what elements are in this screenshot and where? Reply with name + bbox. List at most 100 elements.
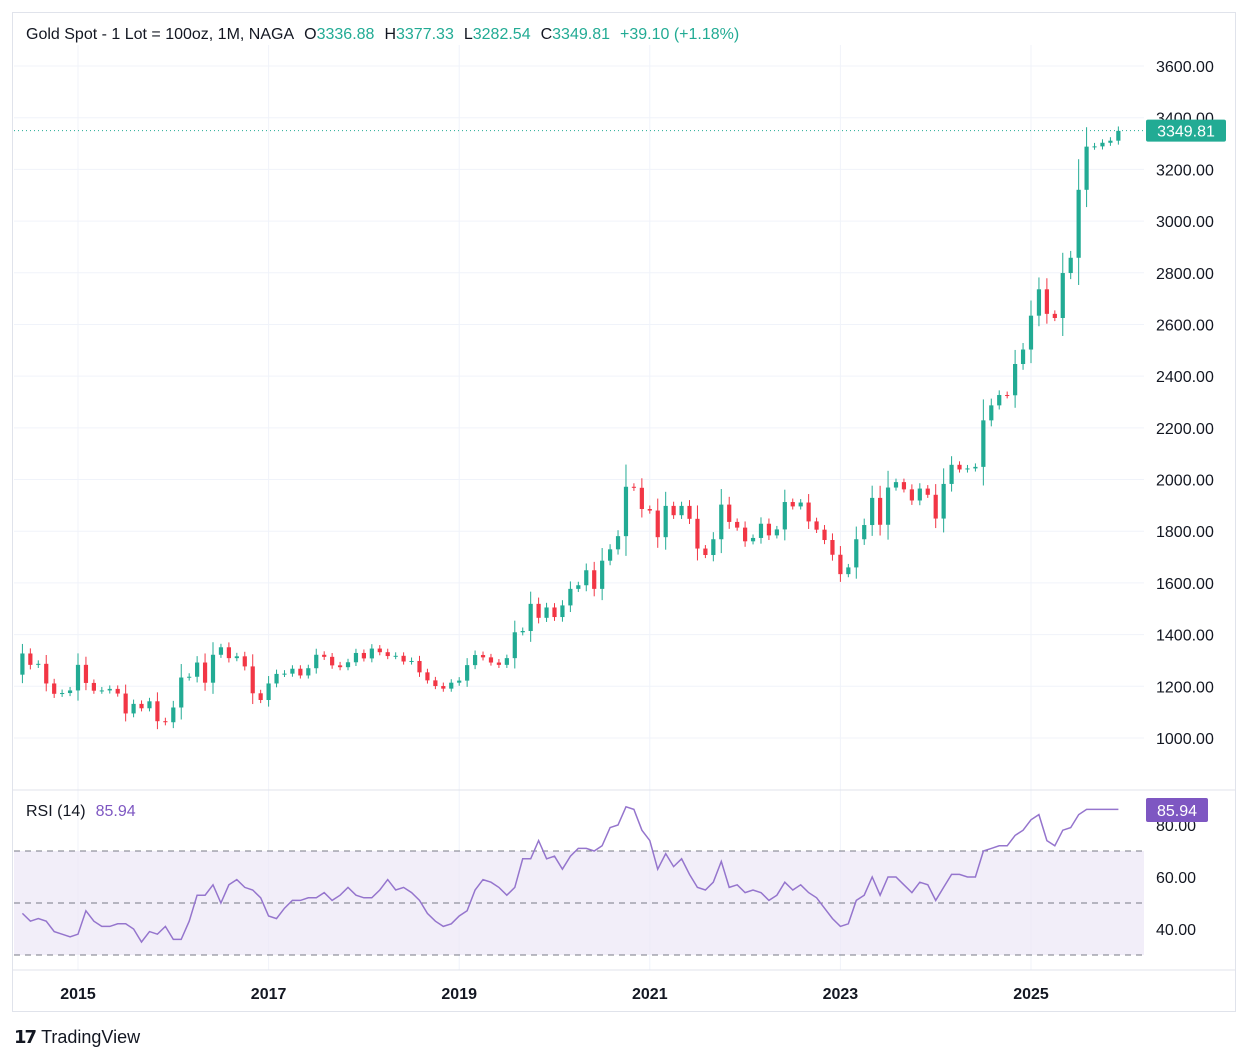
candle-body <box>647 509 652 511</box>
symbol-title[interactable]: Gold Spot - 1 Lot = 100oz, 1M, NAGA <box>26 26 295 43</box>
candle-body <box>226 647 231 659</box>
candle-body <box>607 549 613 561</box>
price-tick-label: 1000.00 <box>1156 731 1214 748</box>
price-axis: 3600.003400.003200.003000.002800.002600.… <box>1146 59 1226 748</box>
candle-body <box>457 680 462 683</box>
candle-body <box>925 488 930 495</box>
candle-body <box>576 585 581 589</box>
candle-body <box>1084 146 1089 190</box>
candle-body <box>163 721 168 723</box>
candle-body <box>266 683 271 701</box>
candle-body <box>639 487 644 510</box>
candle-body <box>615 536 621 550</box>
low-label: L <box>463 26 473 43</box>
candle-body <box>830 540 835 555</box>
candle-body <box>99 690 104 692</box>
price-tick-label: 1800.00 <box>1156 524 1214 541</box>
candle-body <box>1036 289 1042 316</box>
candle-body <box>981 420 986 467</box>
candle-body <box>941 483 946 519</box>
candle-body <box>218 647 224 655</box>
candle-body <box>91 682 96 691</box>
price-tick-label: 2200.00 <box>1156 421 1214 438</box>
candle-body <box>544 607 549 618</box>
candle-body <box>123 693 128 714</box>
candle-body <box>322 654 327 657</box>
candle-body <box>536 603 541 618</box>
candle-body <box>187 676 192 678</box>
close-label: C <box>540 26 553 43</box>
candle-body <box>504 658 509 665</box>
tradingview-logo[interactable]: 𝟭𝟳 TradingView <box>14 1027 140 1048</box>
candle-body <box>870 497 875 526</box>
symbol-legend[interactable]: Gold Spot - 1 Lot = 100oz, 1M, NAGA O 333… <box>26 26 739 44</box>
candle-body <box>480 655 486 658</box>
candle-body <box>798 502 803 507</box>
rsi-line <box>21 805 1119 944</box>
candle-body <box>425 672 430 681</box>
rsi-badge <box>1146 798 1208 822</box>
candle-body <box>377 648 382 653</box>
tradingview-brand: TradingView <box>41 1027 141 1047</box>
candle-body <box>250 666 255 694</box>
low-value: 3282.54 <box>472 26 531 43</box>
candle-body <box>774 529 779 536</box>
candle-body <box>44 663 49 684</box>
candle-body <box>1060 273 1065 318</box>
grid-lines <box>13 45 1235 971</box>
candle-body <box>179 677 184 708</box>
rsi-tick-label: 40.00 <box>1156 922 1196 939</box>
rsi-tick-label: 60.00 <box>1156 870 1196 887</box>
candle-body <box>417 660 422 673</box>
candle-body <box>258 693 263 701</box>
candle-body <box>449 682 454 689</box>
rsi-legend[interactable]: RSI (14) 85.94 <box>26 803 136 821</box>
price-tick-label: 2000.00 <box>1156 473 1214 490</box>
candle-body <box>568 588 573 606</box>
candle-body <box>60 693 65 695</box>
candle-body <box>147 701 152 709</box>
candle-body <box>671 505 676 516</box>
candle-body <box>1092 146 1097 148</box>
candle-body <box>1108 140 1113 143</box>
price-badge <box>1146 119 1226 142</box>
price-tick-label: 3000.00 <box>1156 214 1214 231</box>
candle-body <box>155 701 160 722</box>
candle-body <box>361 652 366 659</box>
rsi-line-group <box>21 805 1119 944</box>
candle-body <box>290 668 295 674</box>
candle-body <box>655 510 660 538</box>
rsi-band <box>14 850 1144 956</box>
candle-body <box>901 482 907 490</box>
candle-body <box>274 673 279 684</box>
candle-body <box>234 656 239 659</box>
candle-body <box>663 505 668 538</box>
candle-body <box>917 488 922 501</box>
candle-body <box>997 395 1002 406</box>
price-tick-label: 2600.00 <box>1156 317 1214 334</box>
candle-body <box>1068 257 1073 274</box>
price-tick-label: 3200.00 <box>1156 162 1214 179</box>
candle-body <box>75 664 81 691</box>
candle-body <box>758 523 764 538</box>
candle-body <box>933 494 938 519</box>
candle-body <box>790 502 795 507</box>
candle-body <box>67 690 73 694</box>
candle-body <box>989 405 994 421</box>
time-tick-label: 2015 <box>60 986 96 1003</box>
candle-body <box>893 482 899 488</box>
candle-body <box>488 657 494 663</box>
candle-body <box>1020 349 1026 365</box>
candle-body <box>242 656 247 667</box>
candle-body <box>20 653 25 675</box>
time-tick-label: 2025 <box>1013 986 1049 1003</box>
candle-body <box>195 662 200 677</box>
price-tick-label: 2400.00 <box>1156 369 1214 386</box>
candle-body <box>719 504 724 540</box>
rsi-tick-label: 80.00 <box>1156 818 1196 835</box>
price-badge-label: 3349.81 <box>1157 124 1215 141</box>
rsi-axis: 80.00 60.00 40.00 85.94 <box>1146 798 1208 939</box>
rsi-badge-label: 85.94 <box>1157 803 1197 820</box>
candle-body <box>1052 313 1057 318</box>
